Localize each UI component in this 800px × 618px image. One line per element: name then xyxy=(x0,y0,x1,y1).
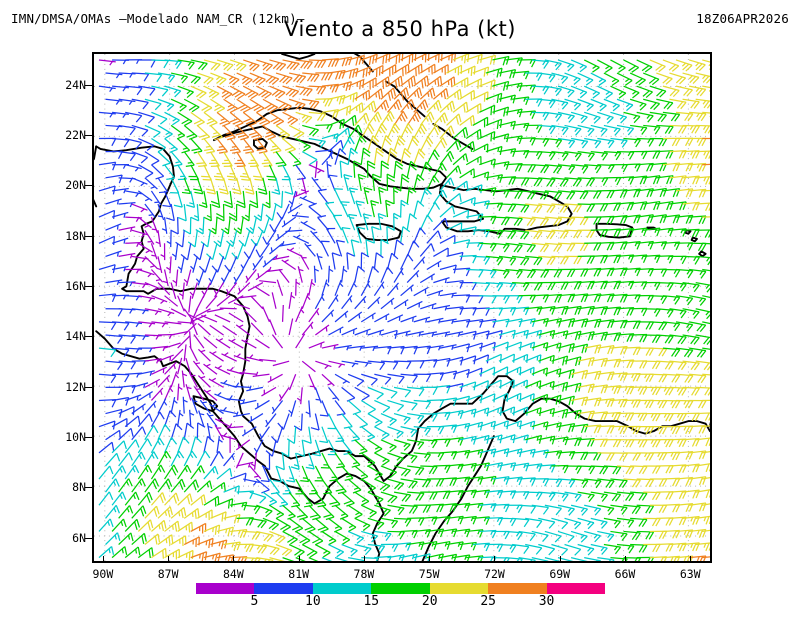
y-axis-label: 20N xyxy=(65,178,86,193)
x-axis-tick xyxy=(168,556,170,563)
y-axis-label: 8N xyxy=(72,480,86,495)
colorbar-segment-magenta[interactable] xyxy=(546,583,605,594)
y-axis-tick xyxy=(85,386,92,388)
y-axis-tick xyxy=(85,185,92,187)
x-axis-label: 81W xyxy=(288,567,310,581)
colorbar-segment-green[interactable] xyxy=(371,583,430,594)
x-axis-tick xyxy=(298,556,300,563)
colorbar-tick-label: 30 xyxy=(538,594,555,609)
y-axis-label: 18N xyxy=(65,228,86,243)
y-axis-tick xyxy=(85,135,92,137)
x-axis-tick xyxy=(624,556,626,563)
x-axis-tick xyxy=(363,556,365,563)
y-axis-label: 24N xyxy=(65,77,86,92)
x-axis-label: 75W xyxy=(418,567,440,581)
y-axis-tick xyxy=(85,437,92,439)
y-axis-tick xyxy=(85,537,92,539)
colorbar-tick-label: 20 xyxy=(421,594,438,609)
map-plot-area[interactable] xyxy=(92,52,712,563)
map-canvas xyxy=(94,54,710,561)
y-axis-label: 22N xyxy=(65,128,86,143)
x-axis-label: 87W xyxy=(157,567,179,581)
y-axis-label: 6N xyxy=(72,530,86,545)
colorbar-segment-cyan[interactable] xyxy=(312,583,372,594)
colorbar-segment-blue[interactable] xyxy=(254,583,313,594)
colorbar-tick-label: 5 xyxy=(250,594,259,609)
y-axis-label: 14N xyxy=(65,329,86,344)
barbs-group xyxy=(98,54,710,561)
colorbar[interactable] xyxy=(196,583,605,594)
y-axis-tick xyxy=(85,336,92,338)
y-axis-tick xyxy=(85,84,92,86)
x-axis-label: 72W xyxy=(484,567,505,581)
x-axis-tick xyxy=(494,556,496,563)
x-axis-tick xyxy=(233,556,235,563)
x-axis-tick xyxy=(559,556,561,563)
wind-barb-field xyxy=(94,54,710,561)
y-axis-tick xyxy=(85,235,92,237)
x-axis-label: 66W xyxy=(614,567,636,581)
y-axis-label: 10N xyxy=(65,430,86,445)
colorbar-tick-label: 10 xyxy=(305,594,321,609)
colorbar-tick-label: 25 xyxy=(480,594,496,609)
x-axis-tick xyxy=(102,556,104,563)
y-axis-tick xyxy=(85,286,92,288)
x-axis-label: 63W xyxy=(679,567,701,581)
y-axis-label: 16N xyxy=(65,279,86,294)
colorbar-tick-label: 15 xyxy=(363,594,380,609)
valid-time-label: 18Z06APR2026 xyxy=(696,11,789,26)
x-axis-label: 90W xyxy=(92,567,114,581)
colorbar-segment-orange[interactable] xyxy=(488,583,547,594)
x-axis-label: 69W xyxy=(549,567,571,581)
x-axis-label: 84W xyxy=(223,567,244,581)
x-axis-tick xyxy=(690,556,692,563)
page-title: Viento a 850 hPa (kt) xyxy=(284,17,516,41)
colorbar-segment-yellow[interactable] xyxy=(429,583,489,594)
y-axis-label: 12N xyxy=(65,379,86,394)
colorbar-segment-purple[interactable] xyxy=(196,583,255,594)
x-axis-label: 78W xyxy=(353,567,375,581)
model-source-label: IMN/DMSA/OMAs –Modelado NAM_CR (12km)– xyxy=(11,11,305,26)
y-axis-tick xyxy=(85,487,92,489)
x-axis-tick xyxy=(429,556,431,563)
